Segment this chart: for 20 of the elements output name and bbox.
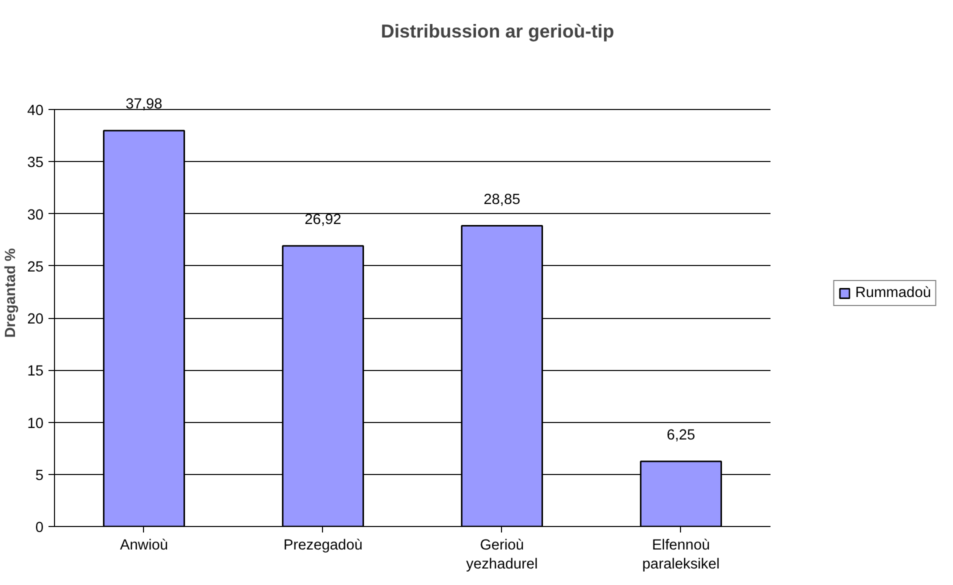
data-label: 28,85 [484,192,520,208]
y-tick-label: 5 [35,468,44,484]
y-tick-label: 25 [27,259,44,276]
y-axis-title: Dregantad % [3,248,20,338]
y-tick-label: 20 [27,312,44,328]
y-tick-label: 40 [27,103,44,120]
x-tick-label: Gerioù yezhadurel [466,538,538,573]
x-tick-label: Prezegadoù [283,538,363,554]
y-tick-label: 10 [27,416,44,432]
y-tick-label: 30 [27,207,44,224]
x-tick-label: Elfennoù paraleksikel [642,538,720,573]
legend-label: Rummadoù [855,284,931,300]
y-tick-label: 0 [35,520,44,536]
data-label: 26,92 [304,212,342,228]
chart-title: Distribussion ar gerioù-tip [380,20,614,42]
y-tick-label: 15 [27,364,44,380]
y-tick-label: 35 [27,155,44,172]
x-tick-label: Anwioù [120,538,168,554]
data-label: 37,98 [126,96,162,113]
data-label: 6,25 [666,427,696,444]
